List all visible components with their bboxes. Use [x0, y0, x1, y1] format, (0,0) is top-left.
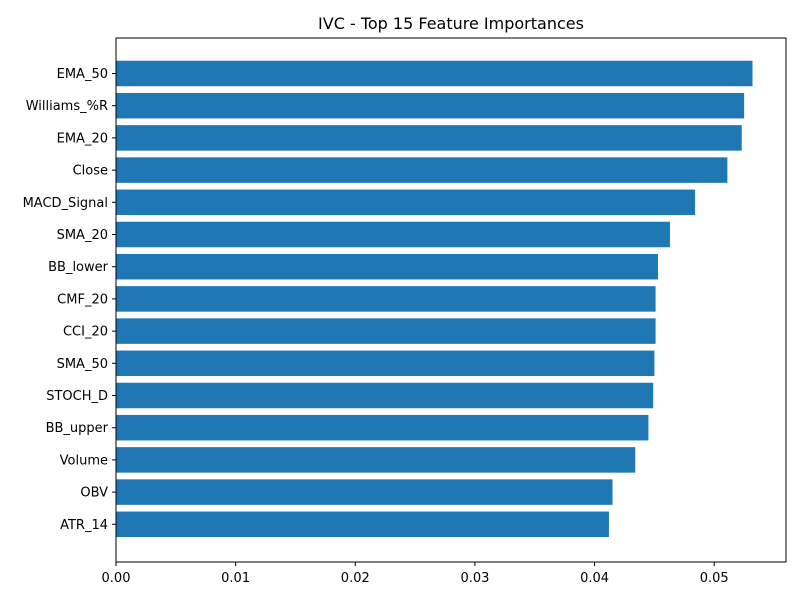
bar-atr-14	[116, 511, 609, 538]
bar-macd-signal	[116, 189, 696, 216]
bar-sma-50	[116, 350, 655, 377]
y-tick-label: BB_upper	[46, 421, 109, 436]
bar-cci-20	[116, 318, 656, 344]
y-tick-label: CCI_20	[63, 325, 108, 340]
x-tick-label: 0.01	[221, 571, 250, 586]
y-tick-label: Close	[73, 164, 108, 179]
y-tick-label: OBV	[80, 486, 108, 501]
bars-layer	[116, 60, 753, 538]
bar-bb-lower	[116, 253, 658, 280]
x-tick-label: 0.00	[102, 571, 131, 586]
bar-stoch-d	[116, 382, 654, 409]
bar-williams-r	[116, 92, 745, 119]
bar-sma-20	[116, 221, 670, 248]
bar-ema-20	[116, 125, 742, 151]
y-tick-label: SMA_50	[57, 357, 108, 372]
x-tick-label: 0.02	[341, 571, 370, 586]
x-tick-label: 0.03	[460, 571, 489, 586]
x-tick-label: 0.05	[700, 571, 729, 586]
y-tick-label: Williams_%R	[26, 99, 108, 114]
bar-close	[116, 157, 728, 183]
y-tick-label: STOCH_D	[46, 389, 108, 404]
y-tick-label: SMA_20	[57, 228, 108, 243]
y-tick-label: EMA_50	[57, 67, 108, 82]
y-tick-label: EMA_20	[57, 131, 108, 146]
y-tick-label: BB_lower	[48, 260, 109, 275]
axes-layer: EMA_50 Williams_%R EMA_20 Close MACD_Signal S…	[23, 37, 787, 586]
bar-bb-upper	[116, 414, 649, 441]
x-tick-label: 0.04	[580, 571, 609, 586]
y-tick-label: MACD_Signal	[23, 196, 108, 211]
chart-title: IVC - Top 15 Feature Importances	[318, 14, 584, 33]
y-tick-label: Volume	[60, 453, 108, 468]
y-tick-label: CMF_20	[57, 292, 108, 307]
bar-ema-50	[116, 60, 753, 87]
bar-obv	[116, 479, 613, 505]
plot-frame	[115, 37, 787, 563]
bar-volume	[116, 447, 636, 473]
bar-cmf-20	[116, 286, 656, 312]
y-tick-label: ATR_14	[60, 518, 108, 533]
